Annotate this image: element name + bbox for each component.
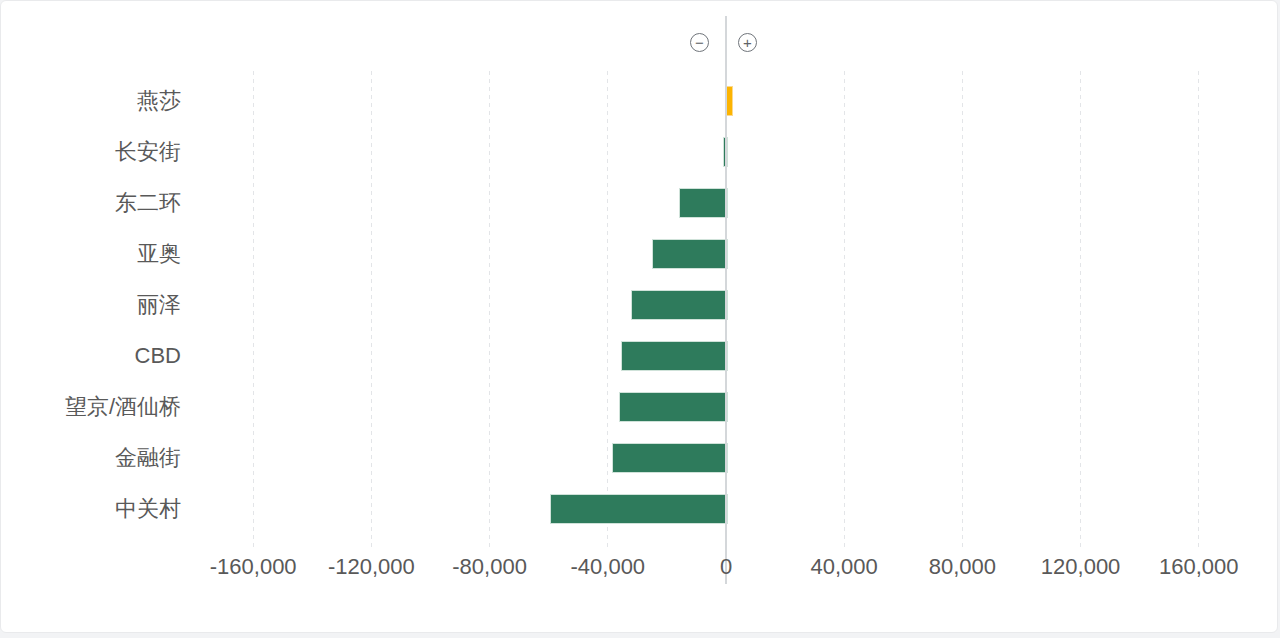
gridline <box>844 71 845 551</box>
gridline <box>962 71 963 551</box>
plot-area: − + 燕莎长安街东二环亚奥丽泽 CBD 望京/酒仙桥金融街中关村 -160,000… <box>1 1 1277 632</box>
plus-icon: + <box>743 35 752 50</box>
zoom-out-button[interactable]: − <box>690 33 709 52</box>
x-tick-label: 120,000 <box>1041 554 1121 580</box>
gridline <box>253 71 254 551</box>
gridline <box>607 71 608 551</box>
chart-card: − + 燕莎长安街东二环亚奥丽泽 CBD 望京/酒仙桥金融街中关村 -160,000… <box>0 0 1278 633</box>
x-tick-label: -120,000 <box>328 554 415 580</box>
category-label: CBD <box>135 341 181 371</box>
category-label: 金融街 <box>115 443 181 473</box>
category-label: 东二环 <box>115 188 181 218</box>
bar[interactable] <box>631 290 728 320</box>
bar[interactable] <box>621 341 728 371</box>
category-label: 丽泽 <box>137 290 181 320</box>
x-tick-label: -40,000 <box>570 554 645 580</box>
x-tick-label: -160,000 <box>210 554 297 580</box>
bar[interactable] <box>652 239 728 269</box>
bar[interactable] <box>619 392 728 422</box>
x-tick-label: 80,000 <box>929 554 996 580</box>
category-label: 中关村 <box>115 494 181 524</box>
x-tick-label: 0 <box>720 554 732 580</box>
x-tick-label: 40,000 <box>811 554 878 580</box>
minus-icon: − <box>695 35 704 50</box>
zero-axis-line <box>725 16 727 584</box>
bar[interactable] <box>612 443 728 473</box>
category-label: 燕莎 <box>137 86 181 116</box>
x-tick-label: -80,000 <box>452 554 527 580</box>
gridline <box>1198 71 1199 551</box>
bar[interactable] <box>679 188 728 218</box>
gridline <box>371 71 372 551</box>
gridline <box>1080 71 1081 551</box>
category-label: 望京/酒仙桥 <box>65 392 181 422</box>
gridline <box>489 71 490 551</box>
category-label: 亚奥 <box>137 239 181 269</box>
bar[interactable] <box>550 494 728 524</box>
x-tick-label: 160,000 <box>1159 554 1239 580</box>
zoom-in-button[interactable]: + <box>738 33 757 52</box>
category-label: 长安街 <box>115 137 181 167</box>
